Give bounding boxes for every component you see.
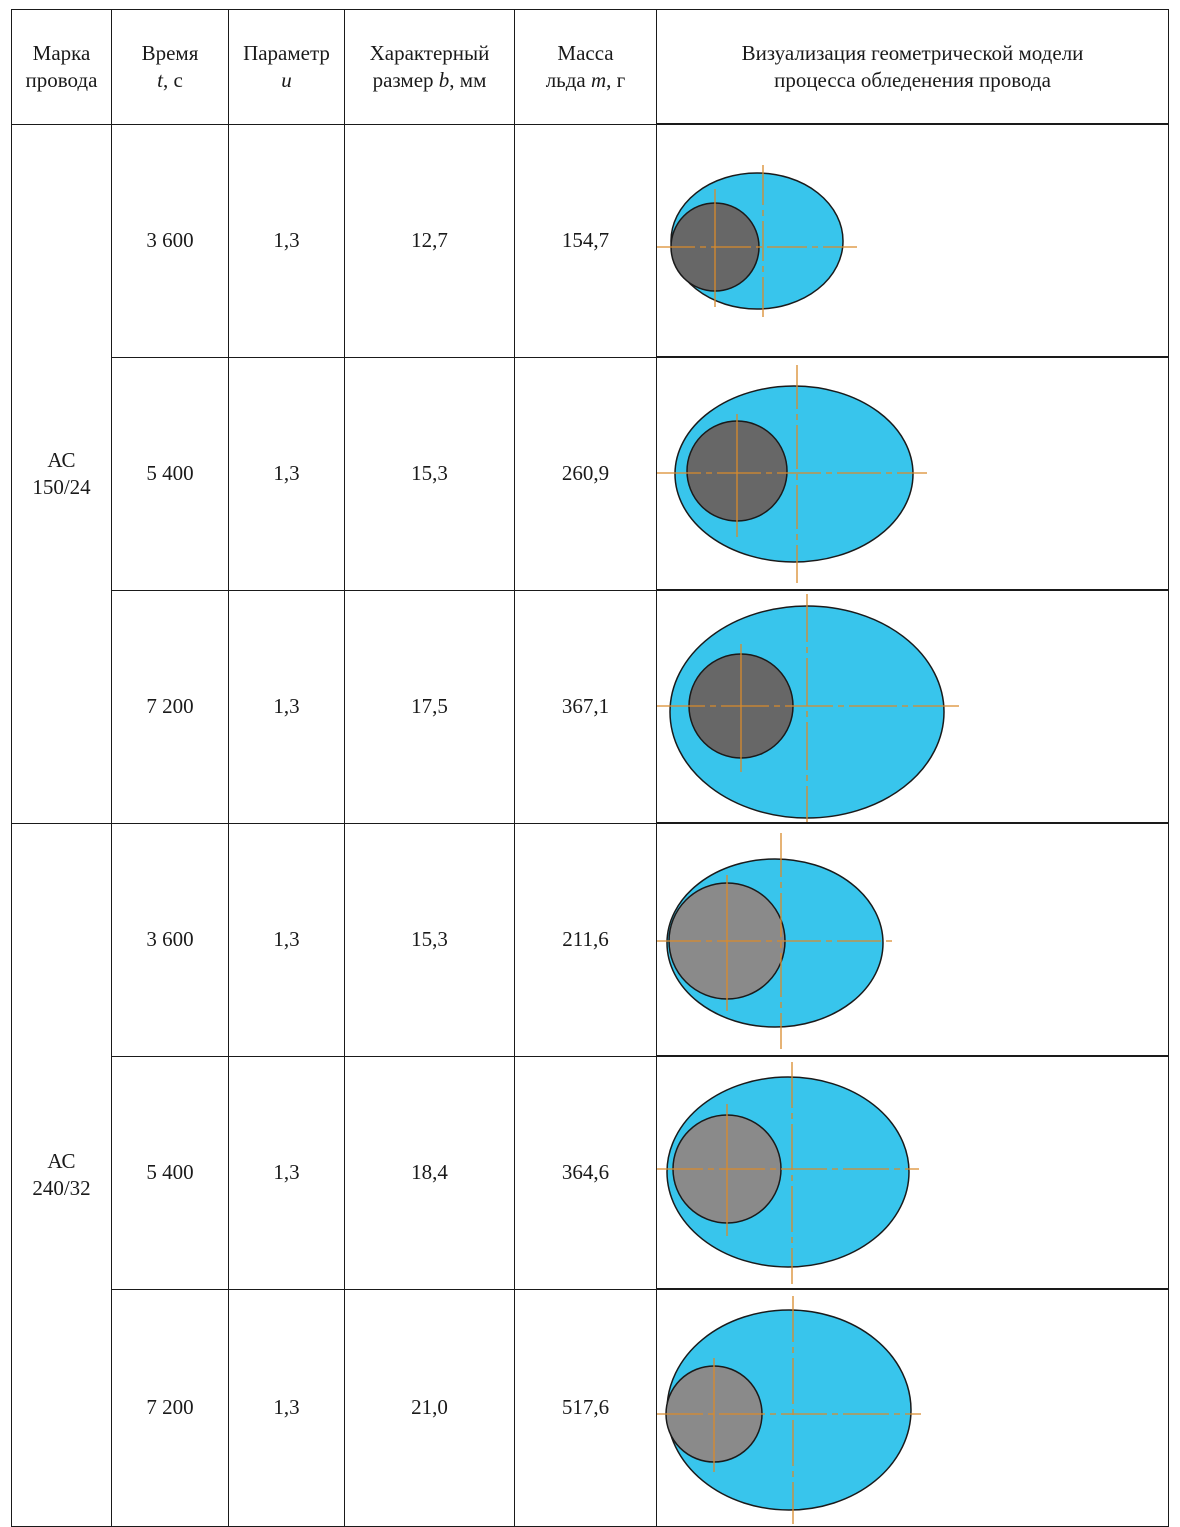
icing-model-figure bbox=[657, 1061, 919, 1284]
size-cell: 18,4 bbox=[344, 1055, 515, 1290]
time-cell: 3 600 bbox=[111, 822, 229, 1057]
icing-model-figure bbox=[657, 364, 927, 583]
table-row: АС 240/32 3 600 1,3 15,3 211,6 bbox=[11, 822, 1169, 1527]
ice-model-table: Марка провода Время t, с Параметр u Характе… bbox=[11, 9, 1169, 1527]
parameter-cell: 1,3 bbox=[228, 123, 345, 358]
table-row: 7 200 1,3 17,5 367,1 bbox=[12, 589, 1169, 824]
parameter-cell: 1,3 bbox=[228, 822, 345, 1057]
mass-cell: 260,9 bbox=[514, 356, 657, 591]
visualization-cell bbox=[656, 356, 1169, 591]
time-cell: 5 400 bbox=[111, 356, 229, 591]
size-cell: 17,5 bbox=[344, 589, 515, 824]
size-cell: 12,7 bbox=[344, 123, 515, 358]
parameter-cell: 1,3 bbox=[228, 589, 345, 824]
time-cell: 3 600 bbox=[111, 123, 229, 358]
mass-cell: 211,6 bbox=[514, 822, 657, 1057]
icing-model-figure bbox=[657, 593, 959, 822]
time-cell: 7 200 bbox=[111, 1288, 229, 1527]
visualization-cell bbox=[656, 822, 1169, 1057]
icing-model-figure bbox=[657, 832, 893, 1049]
wire-mark-cell: АС 240/32 bbox=[11, 822, 112, 1527]
time-cell: 5 400 bbox=[111, 1055, 229, 1290]
header-wire-mark: Марка провода bbox=[11, 9, 112, 125]
wire-mark-cell: АС 150/24 bbox=[11, 123, 112, 824]
table-row: АС 150/24 3 600 1,3 12,7 154,7 bbox=[11, 123, 1169, 824]
icing-model-figure bbox=[657, 164, 857, 317]
mass-cell: 364,6 bbox=[514, 1055, 657, 1290]
size-cell: 15,3 bbox=[344, 822, 515, 1057]
header-visualization: Визуализация геометрической модели процес… bbox=[656, 9, 1169, 125]
parameter-cell: 1,3 bbox=[228, 1055, 345, 1290]
table-row: 5 400 1,3 18,4 364,6 bbox=[12, 1055, 1169, 1290]
header-row: Марка провода Время t, с Параметр u Характе… bbox=[11, 9, 1169, 125]
icing-model-figure bbox=[657, 1296, 921, 1524]
header-parameter: Параметр u bbox=[228, 9, 345, 125]
visualization-cell bbox=[656, 1288, 1169, 1527]
mass-cell: 517,6 bbox=[514, 1288, 657, 1527]
header-time: Время t, с bbox=[111, 9, 229, 125]
size-cell: 15,3 bbox=[344, 356, 515, 591]
parameter-cell: 1,3 bbox=[228, 356, 345, 591]
table-row: 7 200 1,3 21,0 517,6 bbox=[12, 1288, 1169, 1527]
size-cell: 21,0 bbox=[344, 1288, 515, 1527]
visualization-cell bbox=[656, 589, 1169, 824]
time-cell: 7 200 bbox=[111, 589, 229, 824]
header-characteristic-size: Характерный размер b, мм bbox=[344, 9, 515, 125]
visualization-cell bbox=[656, 1055, 1169, 1290]
header-ice-mass: Масса льда m, г bbox=[514, 9, 657, 125]
mass-cell: 154,7 bbox=[514, 123, 657, 358]
table-row: 5 400 1,3 15,3 260,9 bbox=[12, 356, 1169, 591]
visualization-cell bbox=[656, 123, 1169, 358]
parameter-cell: 1,3 bbox=[228, 1288, 345, 1527]
mass-cell: 367,1 bbox=[514, 589, 657, 824]
